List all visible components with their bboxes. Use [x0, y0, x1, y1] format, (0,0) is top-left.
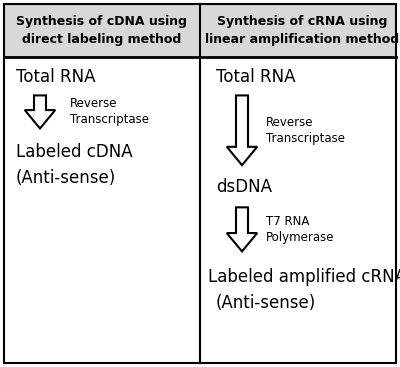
- Bar: [4, 4, 396, 57]
- Polygon shape: [25, 95, 55, 128]
- Polygon shape: [227, 95, 257, 165]
- Text: Labeled amplified cRNA: Labeled amplified cRNA: [208, 268, 400, 286]
- Text: Synthesis of cDNA using
direct labeling method: Synthesis of cDNA using direct labeling …: [16, 15, 188, 46]
- Text: Labeled cDNA: Labeled cDNA: [16, 143, 133, 161]
- Text: (Anti-sense): (Anti-sense): [216, 294, 316, 312]
- Text: Total RNA: Total RNA: [16, 68, 96, 86]
- Text: Reverse
Transcriptase: Reverse Transcriptase: [70, 97, 149, 127]
- Text: (Anti-sense): (Anti-sense): [16, 169, 116, 187]
- Text: Synthesis of cRNA using
linear amplification method: Synthesis of cRNA using linear amplifica…: [205, 15, 399, 46]
- Text: Reverse
Transcriptase: Reverse Transcriptase: [266, 116, 345, 145]
- Text: dsDNA: dsDNA: [216, 178, 272, 196]
- Text: Total RNA: Total RNA: [216, 68, 296, 86]
- Text: T7 RNA
Polymerase: T7 RNA Polymerase: [266, 215, 334, 244]
- Polygon shape: [227, 207, 257, 251]
